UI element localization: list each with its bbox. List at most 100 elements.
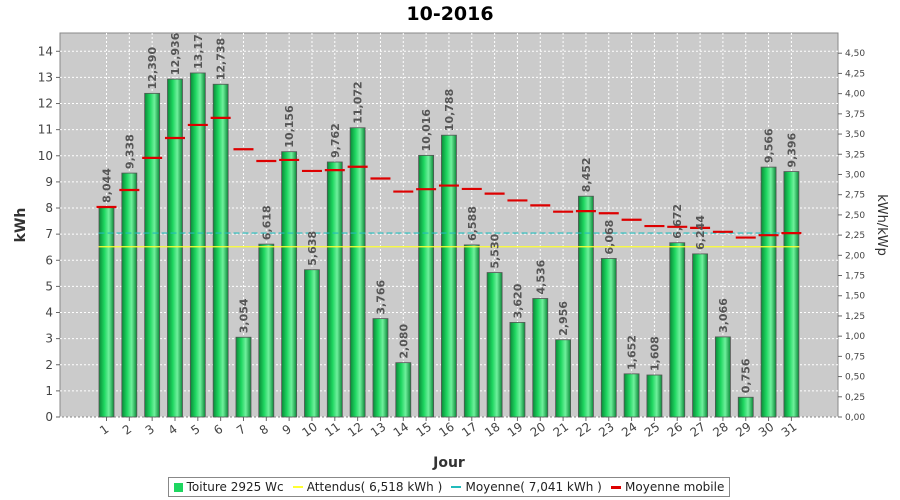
legend-label-toiture: Toiture 2925 Wc	[186, 480, 284, 494]
x-tick-label: 18	[482, 420, 503, 440]
chart-title: 10-2016	[406, 3, 493, 25]
y2-tick-label: 2,25	[845, 231, 865, 241]
x-tick-label: 24	[619, 420, 640, 440]
bar-day-23	[600, 258, 617, 418]
bar-day-16	[441, 134, 457, 418]
bar-day-12	[349, 127, 366, 418]
x-tick-label: 3	[143, 422, 157, 438]
legend-swatch-moving	[611, 485, 622, 489]
y-tick-label: 7	[45, 227, 53, 241]
bar-day-4	[167, 78, 183, 418]
bar-value-label: 3,620	[511, 283, 524, 318]
bar-value-label: 8,044	[101, 168, 114, 203]
x-tick-label: 16	[436, 420, 457, 440]
legend-swatch-bar	[173, 482, 183, 492]
x-tick-label: 20	[528, 420, 549, 440]
x-axis-label: Jour	[432, 455, 465, 471]
bar-day-19	[509, 322, 526, 418]
bar-value-label: 9,762	[329, 123, 342, 158]
y2-tick-label: 0,25	[845, 393, 865, 403]
y2-tick-label: 1,00	[845, 332, 865, 342]
legend-label-mobile: Moyenne mobile	[625, 480, 725, 494]
bar-value-label: 3,054	[237, 298, 250, 333]
bar-day-8	[258, 243, 275, 418]
bar-value-label: 12,936	[169, 32, 182, 75]
x-tick-label: 30	[756, 420, 777, 440]
bar-day-15	[418, 154, 435, 418]
x-tick-label: 19	[505, 420, 526, 440]
bar-value-label: 2,080	[397, 324, 410, 359]
x-tick-label: 22	[573, 420, 594, 440]
x-tick-label: 23	[596, 420, 617, 440]
y2-tick-label: 3,50	[845, 130, 865, 140]
x-tick-label: 31	[779, 420, 800, 440]
y2-tick-label: 0,75	[845, 352, 865, 362]
bar-day-1	[98, 206, 115, 418]
bar-value-label: 6,068	[603, 220, 616, 255]
y2-tick-label: 3,75	[845, 110, 865, 120]
x-tick-label: 29	[733, 420, 754, 440]
bar-value-label: 6,672	[671, 204, 684, 239]
x-tick-label: 8	[257, 422, 271, 438]
bar-day-13	[372, 318, 389, 418]
legend: Toiture 2925 Wc Attendus( 6,518 kWh ) Mo…	[168, 477, 730, 497]
bar-value-label: 1,608	[648, 336, 661, 371]
legend-label-attendus: Attendus( 6,518 kWh )	[306, 480, 443, 494]
bar-value-label: 9,566	[763, 128, 776, 163]
y2-tick-label: 0,00	[845, 413, 865, 423]
x-tick-label: 11	[322, 420, 343, 440]
bar-day-25	[646, 374, 663, 418]
y-tick-label: 4	[45, 306, 53, 320]
bar-value-label: 6,618	[260, 205, 273, 240]
y-tick-label: 10	[38, 149, 53, 163]
y-tick-label: 6	[45, 253, 53, 267]
bar-day-21	[555, 339, 571, 418]
bar-day-7	[235, 336, 252, 418]
x-tick-label: 12	[345, 420, 366, 440]
bar-value-label: 8,452	[580, 157, 593, 192]
legend-label-moyenne: Moyenne( 7,041 kWh )	[465, 480, 602, 494]
legend-item-toiture: Toiture 2925 Wc	[173, 480, 284, 494]
bar-value-label: 0,756	[740, 358, 753, 393]
x-tick-label: 5	[188, 422, 202, 438]
x-tick-label: 28	[710, 420, 731, 440]
y-tick-label: 8	[45, 201, 53, 215]
bar-day-18	[486, 272, 503, 418]
moving-average-marks	[96, 116, 802, 239]
bar-value-label: 6,244	[694, 215, 707, 250]
bar-day-14	[395, 362, 412, 418]
y2-tick-label: 4,00	[845, 90, 865, 100]
y-tick-label: 13	[38, 70, 53, 84]
bar-day-11	[326, 161, 343, 418]
bar-value-label: 12,738	[215, 38, 228, 80]
bar-day-2	[121, 172, 138, 418]
bar-day-3	[144, 92, 161, 418]
bar-value-label: 5,638	[306, 231, 319, 266]
legend-item-mobile: Moyenne mobile	[611, 480, 724, 494]
y2-tick-label: 4,25	[845, 69, 865, 79]
y-tick-label: 11	[38, 123, 53, 137]
bar-value-label: 5,530	[489, 233, 502, 268]
y2-tick-label: 1,25	[845, 312, 865, 322]
legend-swatch-average	[451, 486, 462, 488]
bar-value-label: 2,956	[557, 301, 570, 336]
bar-day-29	[737, 396, 754, 418]
bar-day-17	[463, 244, 480, 418]
bar-value-label: 9,396	[785, 132, 798, 167]
x-tick-label: 25	[642, 420, 663, 440]
x-tick-label: 21	[551, 420, 572, 440]
bar-day-26	[669, 242, 686, 418]
bar-value-label: 10,156	[283, 105, 296, 148]
y-tick-label: 2	[45, 358, 53, 372]
bar-value-label: 3,066	[717, 298, 730, 333]
x-tick-label: 9	[280, 422, 294, 438]
bar-value-label: 12,390	[146, 47, 159, 90]
y-axis-label: kWh	[13, 208, 29, 243]
bar-value-label: 13,17	[192, 34, 205, 69]
x-tick-label: 15	[414, 420, 435, 440]
legend-item-moyenne: Moyenne( 7,041 kWh )	[451, 480, 602, 494]
bar-day-24	[623, 373, 640, 418]
bar-value-label: 6,588	[466, 206, 479, 241]
bar-value-label: 9,338	[123, 134, 136, 169]
bar-value-label: 11,072	[352, 81, 365, 123]
